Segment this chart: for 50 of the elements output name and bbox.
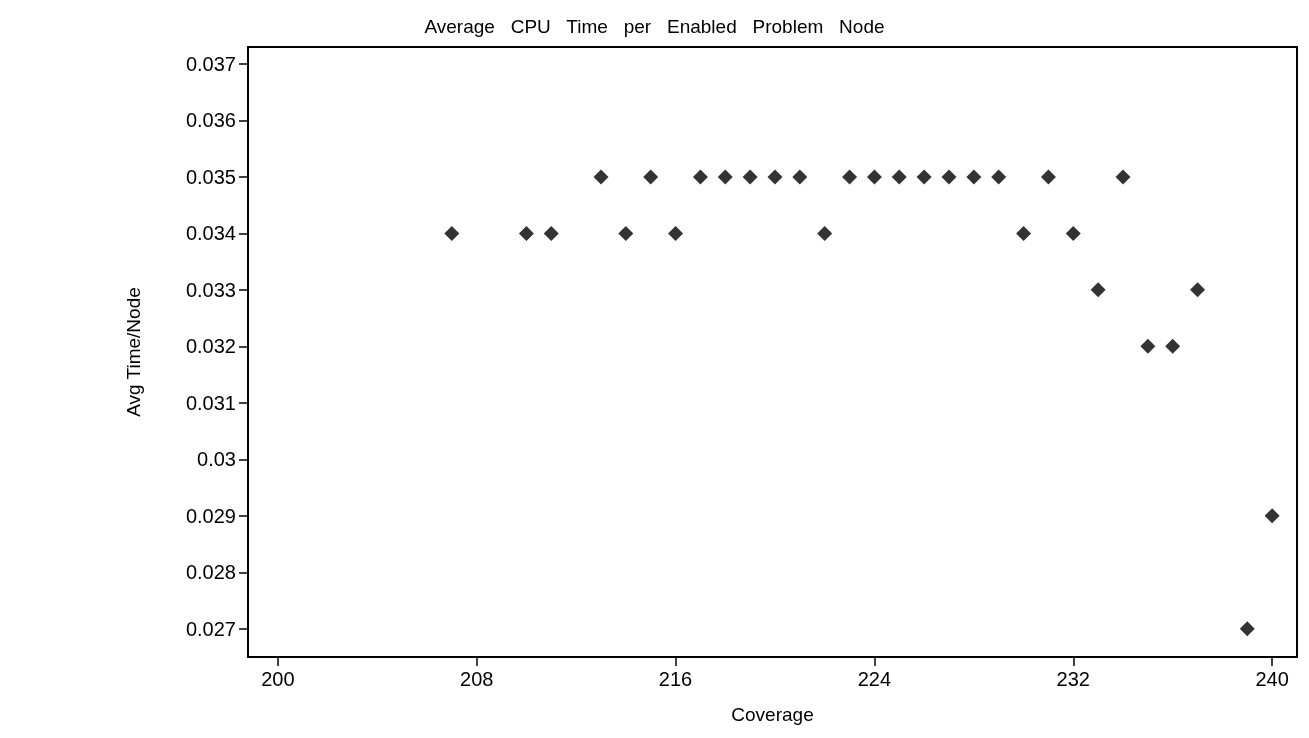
y-tick-label: 0.036 xyxy=(185,109,236,132)
point xyxy=(916,169,932,185)
point xyxy=(817,225,833,241)
point xyxy=(866,169,882,185)
y-tick-label: 0.035 xyxy=(185,165,236,188)
y-axis-title: Avg Time/Node xyxy=(123,287,144,417)
point xyxy=(767,169,783,185)
x-tick-label: 224 xyxy=(857,668,892,690)
x-tick-label: 208 xyxy=(460,668,494,690)
y-tick-label: 0.027 xyxy=(185,617,236,640)
point xyxy=(444,225,460,241)
point xyxy=(966,169,982,185)
x-tick-label: 232 xyxy=(1056,668,1090,690)
point xyxy=(941,169,957,185)
y-tick-label: 0.034 xyxy=(185,222,236,245)
x-axis-title: Coverage xyxy=(731,704,814,725)
y-tick-label: 0.031 xyxy=(185,391,236,414)
y-tick-label: 0.028 xyxy=(185,561,236,584)
point xyxy=(991,169,1007,185)
x-tick-label: 200 xyxy=(261,668,295,690)
point xyxy=(692,169,708,185)
point xyxy=(1190,282,1206,298)
point xyxy=(643,169,659,185)
point xyxy=(891,169,907,185)
point xyxy=(1264,508,1280,524)
point xyxy=(618,225,634,241)
point xyxy=(742,169,758,185)
point xyxy=(668,225,684,241)
point xyxy=(593,169,609,185)
point xyxy=(1016,225,1032,241)
point xyxy=(792,169,808,185)
y-tick-label: 0.033 xyxy=(185,278,236,301)
point xyxy=(1140,338,1156,354)
y-tick-label: 0.029 xyxy=(185,504,236,527)
point xyxy=(1165,338,1181,354)
y-tick-label: 0.03 xyxy=(197,448,236,471)
point xyxy=(1115,169,1131,185)
point xyxy=(1040,169,1056,185)
chart-title: Average CPU Time per Enabled Problem Node xyxy=(424,16,885,37)
point xyxy=(543,225,559,241)
point xyxy=(717,169,733,185)
point xyxy=(1065,225,1081,241)
y-tick-label: 0.032 xyxy=(185,335,236,358)
x-tick-label: 240 xyxy=(1255,668,1289,690)
point xyxy=(1090,282,1106,298)
x-tick-label: 216 xyxy=(658,668,693,690)
point xyxy=(1239,621,1255,637)
point xyxy=(518,225,534,241)
point xyxy=(842,169,858,185)
y-tick-label: 0.037 xyxy=(185,52,236,75)
